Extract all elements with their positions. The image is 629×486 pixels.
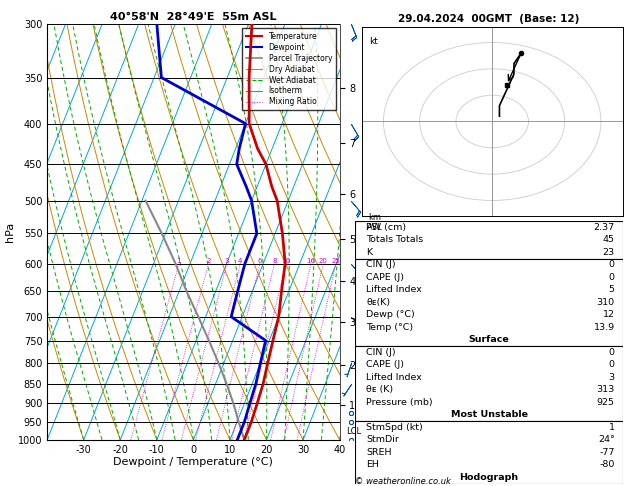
Text: Lifted Index: Lifted Index — [366, 285, 422, 295]
Text: 10: 10 — [281, 258, 291, 263]
Text: Surface: Surface — [469, 335, 509, 345]
Text: 3: 3 — [225, 258, 229, 263]
Text: 0: 0 — [609, 348, 615, 357]
Text: 2: 2 — [206, 258, 211, 263]
Text: StmDir: StmDir — [366, 435, 399, 444]
Y-axis label: km
ASL: km ASL — [367, 213, 383, 232]
Text: 313: 313 — [596, 385, 615, 394]
Text: 8: 8 — [272, 258, 277, 263]
Text: 25: 25 — [331, 258, 340, 263]
Text: CIN (J): CIN (J) — [366, 260, 396, 269]
Text: 45: 45 — [603, 235, 615, 244]
Text: Lifted Index: Lifted Index — [366, 373, 422, 382]
Text: 310: 310 — [596, 298, 615, 307]
Text: CAPE (J): CAPE (J) — [366, 273, 404, 282]
Text: 4: 4 — [238, 258, 243, 263]
Text: 1: 1 — [177, 258, 181, 263]
Text: Pressure (mb): Pressure (mb) — [366, 398, 433, 407]
X-axis label: Dewpoint / Temperature (°C): Dewpoint / Temperature (°C) — [113, 457, 274, 468]
Text: kt: kt — [369, 37, 378, 46]
Text: 6: 6 — [258, 258, 262, 263]
Y-axis label: hPa: hPa — [5, 222, 15, 242]
Bar — [355, 259, 623, 346]
Text: Hodograph: Hodograph — [460, 473, 518, 482]
Bar — [355, 421, 623, 484]
Text: SREH: SREH — [366, 448, 392, 457]
Text: -80: -80 — [599, 460, 615, 469]
Text: EH: EH — [366, 460, 379, 469]
Legend: Temperature, Dewpoint, Parcel Trajectory, Dry Adiabat, Wet Adiabat, Isotherm, Mi: Temperature, Dewpoint, Parcel Trajectory… — [242, 28, 336, 110]
Bar — [355, 346, 623, 421]
Text: LCL: LCL — [347, 427, 362, 435]
Text: θᴇ(K): θᴇ(K) — [366, 298, 390, 307]
Text: -77: -77 — [599, 448, 615, 457]
Text: 1: 1 — [609, 423, 615, 432]
Text: 12: 12 — [603, 311, 615, 319]
Text: 23: 23 — [603, 248, 615, 257]
Text: Totals Totals: Totals Totals — [366, 235, 423, 244]
Bar — [355, 221, 623, 259]
Text: 29.04.2024  00GMT  (Base: 12): 29.04.2024 00GMT (Base: 12) — [398, 14, 580, 24]
Text: 20: 20 — [319, 258, 328, 263]
Text: 24°: 24° — [598, 435, 615, 444]
Text: CIN (J): CIN (J) — [366, 348, 396, 357]
Text: Dewp (°C): Dewp (°C) — [366, 311, 415, 319]
Text: Temp (°C): Temp (°C) — [366, 323, 413, 332]
Text: 2.37: 2.37 — [594, 223, 615, 232]
Text: Most Unstable: Most Unstable — [450, 410, 528, 419]
Text: 0: 0 — [609, 360, 615, 369]
Text: 0: 0 — [609, 260, 615, 269]
Text: K: K — [366, 248, 372, 257]
Text: CAPE (J): CAPE (J) — [366, 360, 404, 369]
Text: 925: 925 — [597, 398, 615, 407]
Text: © weatheronline.co.uk: © weatheronline.co.uk — [355, 477, 451, 486]
Text: StmSpd (kt): StmSpd (kt) — [366, 423, 423, 432]
Text: 5: 5 — [609, 285, 615, 295]
Text: θᴇ (K): θᴇ (K) — [366, 385, 393, 394]
Title: 40°58'N  28°49'E  55m ASL: 40°58'N 28°49'E 55m ASL — [110, 12, 277, 22]
Text: PW (cm): PW (cm) — [366, 223, 406, 232]
Text: 16: 16 — [306, 258, 316, 263]
Text: 13.9: 13.9 — [594, 323, 615, 332]
Text: 0: 0 — [609, 273, 615, 282]
Text: 3: 3 — [609, 373, 615, 382]
